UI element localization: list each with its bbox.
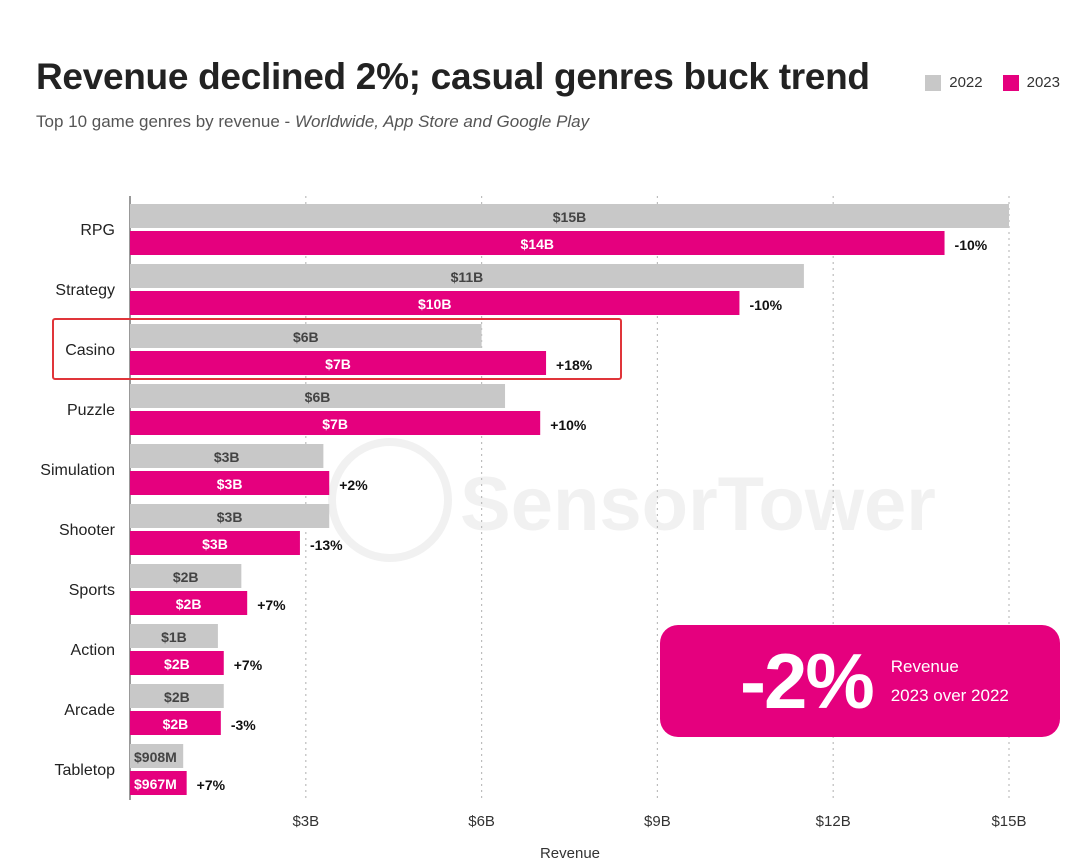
bar-2023 (130, 411, 541, 435)
bar-2022 (130, 204, 1009, 228)
change-label: +7% (197, 777, 226, 793)
category-label: Tabletop (55, 762, 116, 779)
data-label-2022: $11B (451, 269, 484, 285)
data-label-2023: $14B (521, 236, 554, 252)
change-label: +18% (556, 357, 593, 373)
bar-2023 (130, 771, 187, 795)
kpi-caption-line2: 2023 over 2022 (890, 686, 1009, 705)
highlight-box (52, 318, 622, 380)
x-tick-label: $12B (816, 813, 851, 830)
data-label-2022: $15B (553, 209, 586, 225)
change-label: -13% (310, 537, 343, 553)
category-label: Action (71, 642, 115, 659)
category-label: RPG (80, 222, 115, 239)
kpi-callout: -2% Revenue 2023 over 2022 (660, 625, 1060, 737)
data-label-2023: $7B (322, 416, 348, 432)
legend-label-2022: 2022 (949, 74, 983, 91)
bar-2023 (130, 531, 300, 555)
subtitle-source: Worldwide, App Store and Google Play (294, 112, 590, 131)
data-label-2022: $1B (161, 629, 187, 645)
data-label-2023: $7B (325, 356, 351, 372)
chart-title: Revenue declined 2%; casual genres buck … (36, 56, 870, 97)
data-label-2022: $6B (293, 329, 319, 345)
bar-2022 (130, 324, 482, 348)
bar-2023 (130, 471, 330, 495)
change-label: +7% (234, 657, 263, 673)
x-tick-label: $15B (991, 813, 1026, 830)
change-label: -3% (231, 717, 256, 733)
data-label-2022: $3B (217, 509, 243, 525)
data-label-2023: $2B (164, 656, 190, 672)
data-label-2023: $3B (217, 476, 243, 492)
bar-2022 (130, 444, 324, 468)
change-label: +7% (257, 597, 286, 613)
kpi-caption-line1: Revenue (890, 657, 959, 676)
category-label: Arcade (64, 702, 115, 719)
bar-2022 (130, 564, 242, 588)
watermark-logo-icon (328, 438, 452, 562)
bar-2022 (130, 384, 506, 408)
x-tick-label: $9B (644, 813, 671, 830)
kpi-value: -2% (740, 637, 875, 725)
x-tick-label: $3B (292, 813, 319, 830)
data-label-2023: $3B (202, 536, 228, 552)
data-label-2022: $3B (214, 449, 240, 465)
bar-2022 (130, 684, 224, 708)
bar-2023 (130, 711, 221, 735)
bar-2022 (130, 624, 218, 648)
data-label-2023: $2B (163, 716, 189, 732)
legend-item-2022: 2022 (925, 74, 983, 91)
x-tick-label: $6B (468, 813, 495, 830)
legend-swatch-2022 (925, 74, 942, 91)
subtitle-text: Top 10 game genres by revenue - (36, 112, 295, 131)
category-label: Shooter (59, 522, 116, 539)
chart-subtitle: Top 10 game genres by revenue - Worldwid… (36, 112, 589, 132)
legend: 2022 2023 (905, 74, 1060, 91)
x-axis-title: Revenue (540, 845, 600, 862)
bar-2022 (130, 744, 184, 768)
legend-item-2023: 2023 (1002, 74, 1060, 91)
data-label-2023: $10B (418, 296, 451, 312)
bar-2023 (130, 591, 248, 615)
change-label: +2% (339, 477, 368, 493)
bar-2022 (130, 264, 804, 288)
category-label: Puzzle (67, 402, 115, 419)
category-label: Casino (65, 342, 115, 359)
change-label: -10% (955, 237, 988, 253)
change-label: +10% (550, 417, 587, 433)
bar-2022 (130, 504, 330, 528)
data-label-2022: $6B (305, 389, 331, 405)
category-label: Sports (69, 582, 115, 599)
data-label-2022: $2B (164, 689, 190, 705)
bar-2023 (130, 291, 740, 315)
bar-2023 (130, 351, 547, 375)
data-label-2023: $2B (176, 596, 202, 612)
watermark-text: SensorTower (460, 462, 936, 547)
data-label-2023: $967M (134, 776, 177, 792)
data-label-2022: $2B (173, 569, 199, 585)
change-label: -10% (749, 297, 782, 313)
legend-label-2023: 2023 (1026, 74, 1060, 91)
legend-swatch-2023 (1002, 74, 1019, 91)
category-label: Strategy (55, 282, 115, 299)
kpi-caption: Revenue 2023 over 2022 (891, 652, 1009, 710)
category-label: Simulation (40, 462, 115, 479)
bar-2023 (130, 231, 945, 255)
data-label-2022: $908M (134, 749, 177, 765)
bar-2023 (130, 651, 224, 675)
